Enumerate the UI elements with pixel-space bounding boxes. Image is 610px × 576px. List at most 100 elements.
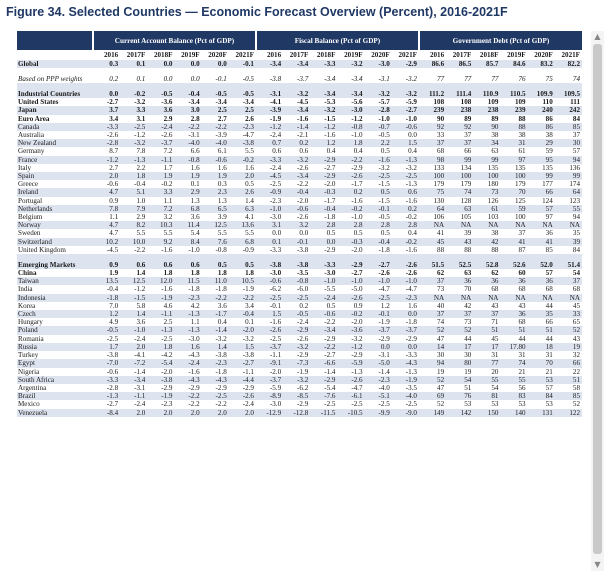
table-cell: -2.4 <box>147 122 175 132</box>
table-cell: 11.4 <box>174 221 202 230</box>
table-cell: 6.1 <box>217 147 227 156</box>
table-cell: -2.6 <box>161 131 173 140</box>
table-cell: -2.3 <box>364 375 392 384</box>
table-cell: -2.5 <box>269 180 282 189</box>
row-label: Greece <box>18 180 39 189</box>
scroll-up-arrow-icon[interactable]: ▲ <box>594 32 601 41</box>
table-cell: 9.2 <box>147 237 175 246</box>
table-cell: -2.6 <box>255 326 284 335</box>
table-cell: -1.7 <box>324 196 336 205</box>
table-cell: -0.5 <box>378 131 390 140</box>
table-row: Based on PPP weights 0.2 0.1 0.0 0.0 -0.1 -0.5… <box>17 68 582 83</box>
table-cell: 3.9 <box>217 213 227 222</box>
table-cell: 1.8 <box>120 172 148 181</box>
table-cell: 53 <box>518 400 526 409</box>
table-cell: -1.2 <box>93 155 121 164</box>
scroll-down-arrow-icon[interactable]: ▼ <box>594 560 601 569</box>
table-cell: 89 <box>491 114 499 123</box>
table-cell: -3.8 <box>215 351 227 360</box>
table-cell: 47 <box>437 334 445 343</box>
table-cell: -1.0 <box>255 204 284 214</box>
table-cell: 1.9 <box>147 172 175 181</box>
table-cell: 3.6 <box>217 301 227 310</box>
row-label: Nigeria <box>18 367 40 376</box>
table-cell: 94 <box>572 213 580 222</box>
table-row: Portugal 0.9 1.0 1.1 1.3 1.3 1.4 -2.3 -2.0 -1.7 -1… <box>17 197 582 205</box>
table-cell: -2.0 <box>351 318 363 327</box>
table-cell: -4.5 <box>106 245 119 254</box>
table-cell: -3.3 <box>93 122 121 132</box>
table-row: United Kingdom -4.5 -2.2 -1.6 -1.0 -0.8 -0.9 -3… <box>17 246 582 254</box>
table-cell: -3.6 <box>161 98 173 107</box>
table-cell: 98 <box>418 155 447 164</box>
table-cell: 38 <box>518 131 526 140</box>
year-header: 2016 <box>103 51 119 59</box>
table-cell: 31 <box>518 351 526 360</box>
table-cell: 68 <box>572 285 580 294</box>
table-cell: -2.9 <box>310 155 338 164</box>
table-cell: 37 <box>554 277 582 286</box>
table-cell: -2.3 <box>161 400 173 409</box>
table-cell: -2.2 <box>324 318 336 327</box>
table-cell: -2.2 <box>174 122 202 132</box>
table-cell: 0.2 <box>337 188 365 197</box>
table-cell: -2.1 <box>297 131 309 140</box>
row-label: Spain <box>17 172 93 181</box>
table-cell: NA <box>473 221 501 230</box>
table-cell: 99 <box>446 155 474 164</box>
table-cell: -3.3 <box>269 245 282 254</box>
row-label: Romania <box>18 334 44 343</box>
table-cell: 33 <box>437 131 445 140</box>
table-cell: 109 <box>514 98 526 107</box>
table-cell: -2.7 <box>324 163 336 172</box>
table-cell: 0.3 <box>217 180 227 189</box>
row-label: Taiwan <box>17 277 93 286</box>
table-cell: 52 <box>572 400 580 409</box>
table-cell: 41 <box>437 229 445 238</box>
table-cell: 22 <box>572 367 580 376</box>
table-cell: 86 <box>545 114 553 123</box>
table-cell: -1.8 <box>215 285 227 294</box>
table-cell: -0.5 <box>378 213 390 222</box>
table-cell: -2.9 <box>310 375 338 384</box>
table-cell: -2.7 <box>351 269 363 278</box>
table-cell: 36 <box>527 277 555 286</box>
table-cell: -2.7 <box>364 254 392 270</box>
table-cell: -1.3 <box>120 155 148 164</box>
table-cell: 85 <box>545 245 553 254</box>
table-cell: 52 <box>437 400 445 409</box>
table-cell: 85 <box>554 392 582 401</box>
table-cell: 5.5 <box>136 229 146 238</box>
table-cell: -3.0 <box>269 213 282 222</box>
table-row: Greece -0.6 -0.4 -0.2 0.1 0.3 0.5 -2.5 -2.2 -2.0 -… <box>17 180 582 188</box>
year-header: 2020F <box>208 51 227 59</box>
table-cell: 179 <box>514 180 526 189</box>
table-cell: 36 <box>500 277 528 286</box>
table-cell: NA <box>473 293 501 302</box>
table-cell: 105 <box>460 213 472 222</box>
table-cell: -11.5 <box>310 408 338 417</box>
table-cell: 14 <box>418 342 447 352</box>
table-row: Egypt -7.0 -7.2 -5.4 -2.4 -2.3 -2.7 -9.1 -7.3 -6.… <box>17 359 582 368</box>
table-cell: 17 <box>446 342 474 352</box>
table-cell: 135 <box>487 163 499 172</box>
table-cell: 3.3 <box>147 188 175 197</box>
table-cell: -3.4 <box>188 98 200 107</box>
table-cell: 39 <box>464 229 472 238</box>
table-cell: 66 <box>554 359 582 368</box>
table-row: Global 0.3 0.1 0.0 0.0 0.0 -0.1 -3.4 -3.4 -3.3 -3.… <box>17 60 582 69</box>
scrollbar-thumb[interactable] <box>593 44 602 554</box>
table-cell: 43 <box>446 237 474 246</box>
table-cell: -2.9 <box>391 60 419 69</box>
table-row: Korea 7.0 5.8 4.6 4.2 3.6 3.4 -0.1 0.2 0.5 0.9 1.2 1… <box>17 302 582 310</box>
table-cell: -2.5 <box>201 392 229 401</box>
table-cell: 4.7 <box>93 188 121 197</box>
table-cell: 68 <box>437 147 445 156</box>
table-cell: -5.9 <box>269 383 282 392</box>
table-cell: 36 <box>545 229 553 238</box>
table-cell: 77 <box>437 75 445 84</box>
table-cell: -2.9 <box>310 172 338 181</box>
table-cell: 51.5 <box>418 254 447 270</box>
table-cell: 41 <box>527 237 555 246</box>
table-cell: 88 <box>518 114 526 123</box>
